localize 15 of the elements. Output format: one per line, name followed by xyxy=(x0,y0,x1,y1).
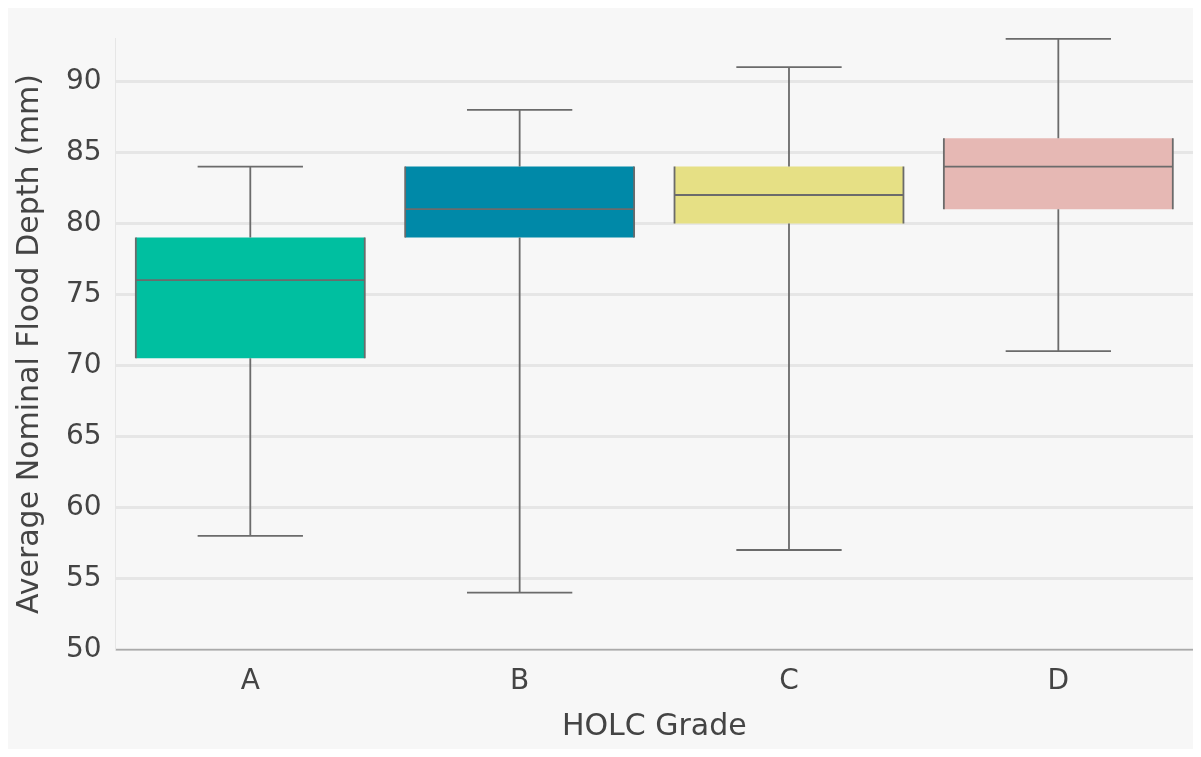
y-tick-label: 65 xyxy=(65,417,102,451)
x-tick-label: A xyxy=(240,663,260,697)
y-tick-label: 55 xyxy=(65,559,102,593)
y-axis-title: Average Nominal Flood Depth (mm) xyxy=(9,74,45,615)
y-tick-label: 90 xyxy=(65,62,102,96)
y-tick-label: 60 xyxy=(65,488,102,522)
y-tick-label: 85 xyxy=(65,133,102,167)
y-tick-label: 50 xyxy=(65,630,102,664)
x-tick-label: D xyxy=(1047,663,1070,697)
y-tick-label: 70 xyxy=(65,346,102,380)
x-tick-label: B xyxy=(510,663,530,697)
x-axis-title: HOLC Grade xyxy=(561,706,747,742)
y-tick-label: 75 xyxy=(65,275,102,309)
x-tick-label: C xyxy=(779,663,799,697)
y-tick-label: 80 xyxy=(65,204,102,238)
